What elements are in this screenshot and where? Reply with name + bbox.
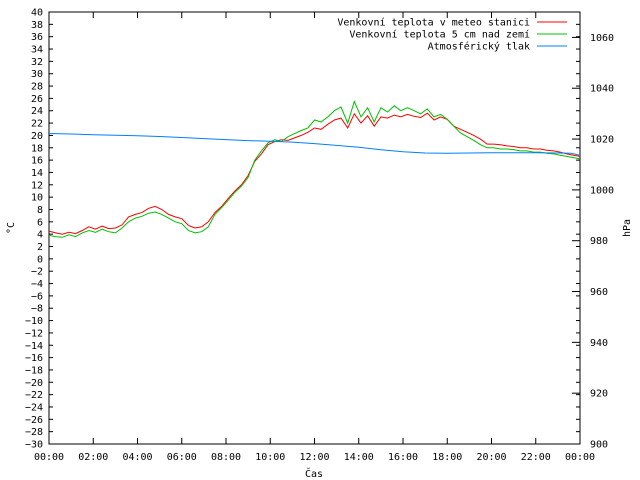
y-tick-label: 10 xyxy=(31,193,43,204)
x-tick-label: 22:00 xyxy=(521,452,551,463)
y-tick-label: −30 xyxy=(25,440,43,451)
y-tick-label: 22 xyxy=(31,119,43,130)
y-tick-label: 30 xyxy=(31,69,43,80)
y-tick-label: 36 xyxy=(31,32,43,43)
y-tick-label: −18 xyxy=(25,365,43,376)
y-tick-label: 32 xyxy=(31,57,43,68)
x-tick-label: 12:00 xyxy=(299,452,329,463)
y2-tick-label: 980 xyxy=(590,236,608,247)
y-tick-label: 28 xyxy=(31,82,43,93)
y-tick-label: −16 xyxy=(25,353,43,364)
y-tick-label: −8 xyxy=(31,304,43,315)
x-tick-label: 14:00 xyxy=(344,452,374,463)
y-tick-label: 6 xyxy=(37,217,43,228)
series-line-1 xyxy=(48,112,581,235)
y-tick-label: 0 xyxy=(37,254,43,265)
y-tick-label: −22 xyxy=(25,390,43,401)
x-tick-label: 18:00 xyxy=(432,452,462,463)
y2-tick-label: 1020 xyxy=(590,135,614,146)
legend-label-1: Venkovní teplota v meteo stanici xyxy=(337,17,530,29)
y-tick-label: 34 xyxy=(31,45,43,56)
x-tick-label: 16:00 xyxy=(388,452,418,463)
y-tick-label: 38 xyxy=(31,20,43,31)
y-tick-label: −28 xyxy=(25,427,43,438)
y-tick-label: 40 xyxy=(31,8,43,19)
y2-tick-label: 960 xyxy=(590,287,608,298)
y-tick-label: 14 xyxy=(31,168,43,179)
series-line-2 xyxy=(48,100,581,238)
series-layer xyxy=(48,100,581,238)
y-tick-label: 18 xyxy=(31,143,43,154)
legend: Venkovní teplota v meteo staniciVenkovní… xyxy=(337,17,567,53)
y-tick-label: −26 xyxy=(25,415,43,426)
y-tick-label: 20 xyxy=(31,131,43,142)
y-tick-label: 2 xyxy=(37,242,43,253)
y-tick-label: −12 xyxy=(25,328,43,339)
legend-label-3: Atmosférický tlak xyxy=(428,41,530,53)
legend-label-2: Venkovní teplota 5 cm nad zemí xyxy=(349,29,530,41)
series-line-3 xyxy=(48,133,581,156)
y-tick-label: 4 xyxy=(37,230,43,241)
ticks-layer: −30−28−26−24−22−20−18−16−14−12−10−8−6−4−… xyxy=(25,8,614,464)
y2-tick-label: 940 xyxy=(590,338,608,349)
y2-tick-label: 1000 xyxy=(590,185,614,196)
x-tick-label: 20:00 xyxy=(476,452,506,463)
y-tick-label: −24 xyxy=(25,402,43,413)
y2-tick-label: 900 xyxy=(590,440,608,451)
y-tick-label: −14 xyxy=(25,341,43,352)
x-tick-label: 10:00 xyxy=(255,452,285,463)
y-tick-label: 8 xyxy=(37,205,43,216)
x-tick-label: 08:00 xyxy=(211,452,241,463)
y-axis-title: °C xyxy=(6,222,17,234)
y-tick-label: −20 xyxy=(25,378,43,389)
y-tick-label: 12 xyxy=(31,180,43,191)
y-tick-label: −10 xyxy=(25,316,43,327)
y2-tick-label: 920 xyxy=(590,389,608,400)
y2-axis-title: hPa xyxy=(622,219,633,237)
y2-tick-label: 1040 xyxy=(590,84,614,95)
y2-tick-label: 1060 xyxy=(590,33,614,44)
y-tick-label: −4 xyxy=(31,279,43,290)
y-tick-label: 16 xyxy=(31,156,43,167)
x-tick-label: 06:00 xyxy=(167,452,197,463)
x-tick-label: 02:00 xyxy=(78,452,108,463)
y-tick-label: 26 xyxy=(31,94,43,105)
x-axis-title: Čas xyxy=(305,467,323,480)
y-tick-label: −6 xyxy=(31,291,43,302)
x-tick-label: 04:00 xyxy=(122,452,152,463)
y-tick-label: 24 xyxy=(31,106,43,117)
x-tick-label: 00:00 xyxy=(565,452,595,463)
y-tick-label: −2 xyxy=(31,267,43,278)
plot-frame xyxy=(48,11,581,445)
x-tick-label: 00:00 xyxy=(34,452,64,463)
